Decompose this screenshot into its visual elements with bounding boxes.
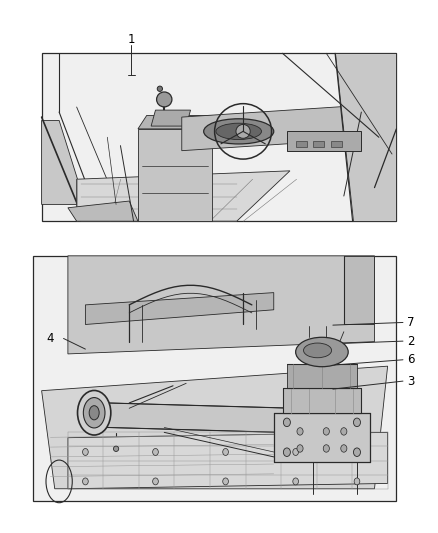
Polygon shape bbox=[68, 201, 138, 221]
Ellipse shape bbox=[323, 445, 329, 452]
Text: 3: 3 bbox=[407, 375, 415, 387]
Bar bbox=[296, 141, 307, 147]
Bar bbox=[287, 131, 361, 151]
Ellipse shape bbox=[89, 406, 99, 420]
Polygon shape bbox=[287, 364, 357, 388]
Ellipse shape bbox=[204, 119, 274, 144]
Ellipse shape bbox=[152, 448, 159, 455]
Ellipse shape bbox=[304, 343, 332, 358]
Ellipse shape bbox=[157, 92, 172, 107]
Ellipse shape bbox=[83, 398, 105, 428]
Ellipse shape bbox=[152, 478, 159, 485]
Ellipse shape bbox=[283, 448, 290, 456]
Polygon shape bbox=[138, 129, 212, 221]
Polygon shape bbox=[85, 293, 274, 325]
Polygon shape bbox=[42, 120, 85, 205]
Polygon shape bbox=[68, 256, 374, 354]
Ellipse shape bbox=[296, 337, 348, 367]
Polygon shape bbox=[42, 366, 388, 489]
Ellipse shape bbox=[236, 124, 250, 138]
Polygon shape bbox=[283, 388, 361, 413]
Text: 4: 4 bbox=[46, 332, 54, 345]
Polygon shape bbox=[138, 116, 221, 129]
Ellipse shape bbox=[353, 448, 360, 456]
Ellipse shape bbox=[353, 418, 360, 426]
Polygon shape bbox=[182, 103, 388, 151]
Text: 1: 1 bbox=[127, 34, 135, 46]
Ellipse shape bbox=[82, 478, 88, 485]
Bar bbox=[33, 256, 396, 501]
Ellipse shape bbox=[354, 478, 360, 485]
Ellipse shape bbox=[78, 391, 111, 435]
Polygon shape bbox=[335, 53, 396, 221]
Ellipse shape bbox=[113, 446, 119, 451]
Ellipse shape bbox=[82, 448, 88, 455]
Polygon shape bbox=[68, 432, 388, 489]
Ellipse shape bbox=[297, 427, 303, 435]
Ellipse shape bbox=[323, 427, 329, 435]
Ellipse shape bbox=[157, 86, 162, 92]
Bar bbox=[331, 141, 342, 147]
Ellipse shape bbox=[223, 478, 229, 485]
Ellipse shape bbox=[341, 427, 347, 435]
Ellipse shape bbox=[297, 445, 303, 452]
Ellipse shape bbox=[354, 448, 360, 455]
Polygon shape bbox=[274, 413, 370, 462]
Polygon shape bbox=[77, 171, 290, 221]
Ellipse shape bbox=[216, 123, 261, 140]
Text: 2: 2 bbox=[407, 335, 415, 348]
Text: 7: 7 bbox=[407, 316, 415, 329]
Text: 6: 6 bbox=[407, 353, 415, 366]
Polygon shape bbox=[344, 256, 374, 325]
Bar bbox=[313, 141, 324, 147]
Ellipse shape bbox=[293, 478, 298, 485]
Polygon shape bbox=[151, 110, 191, 126]
Ellipse shape bbox=[293, 448, 298, 455]
Bar bbox=[42, 53, 396, 221]
Ellipse shape bbox=[283, 418, 290, 426]
Polygon shape bbox=[107, 403, 296, 433]
Ellipse shape bbox=[341, 445, 347, 452]
Ellipse shape bbox=[223, 448, 229, 455]
